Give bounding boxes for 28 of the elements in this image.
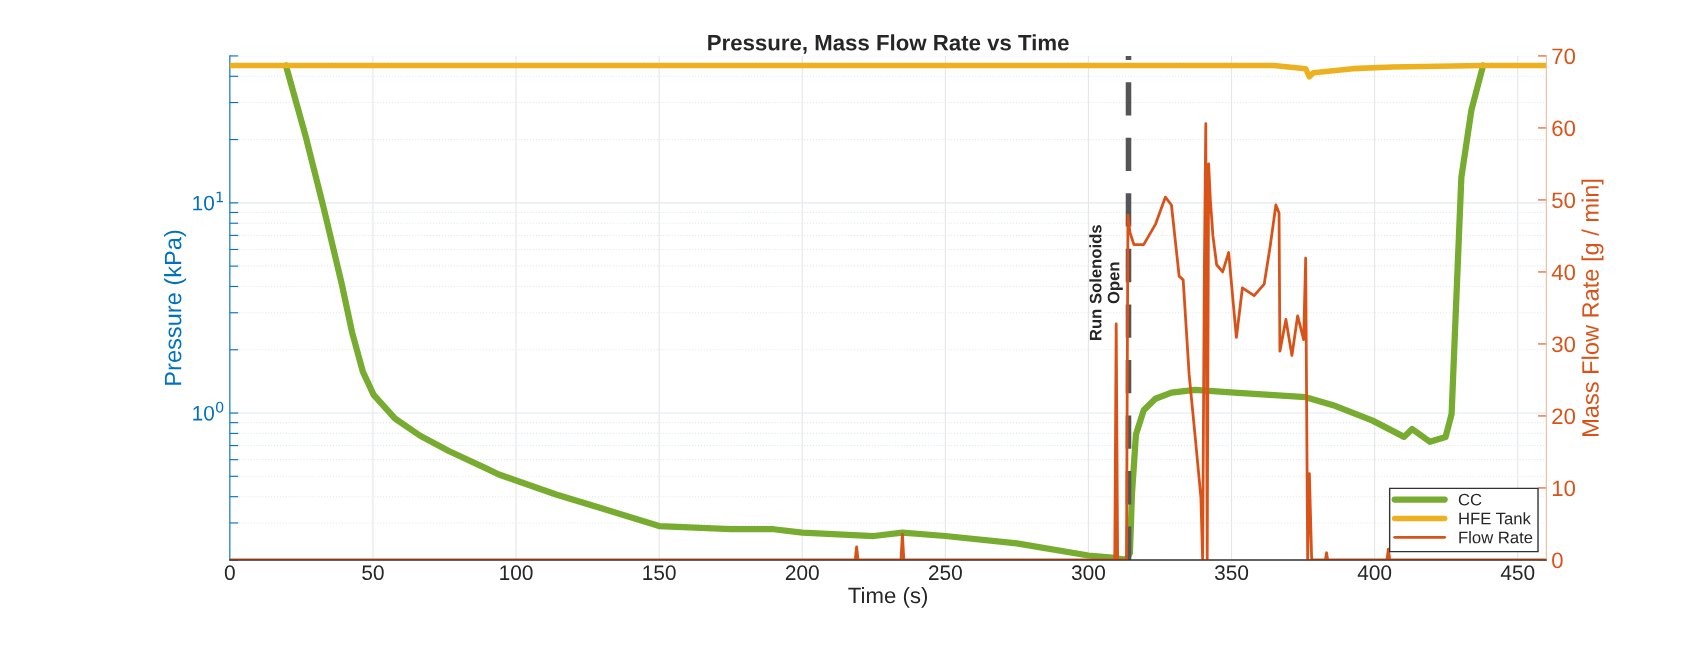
ref-line-label: Run Solenoids Open	[1089, 225, 1123, 340]
x-axis-title: Time (s)	[848, 587, 928, 608]
legend-label: Flow Rate	[1459, 531, 1533, 544]
chart-title: Pressure, Mass Flow Rate vs Time	[708, 34, 1069, 54]
x-tick-label: 100	[500, 565, 533, 581]
legend-label: CC	[1458, 493, 1482, 506]
y2-tick-label: 70	[1552, 48, 1576, 65]
y-tick-label: 10$^{0}$	[193, 401, 224, 421]
x-tick-label: 450	[1500, 565, 1535, 581]
x-tick-label: 200	[785, 565, 819, 581]
x-tick-label: 50	[362, 565, 384, 581]
x-tick-label: 300	[1071, 565, 1105, 581]
y2-tick-label: 50	[1552, 192, 1576, 209]
x-tick-label: 150	[643, 565, 676, 581]
y2-tick-label: 30	[1552, 336, 1576, 353]
y2-axis-title: Mass Flow Rate [g / min]	[1581, 179, 1604, 436]
y2-tick-label: 20	[1552, 408, 1576, 425]
y2-tick-label: 10	[1552, 480, 1576, 497]
x-tick-label: 250	[929, 565, 962, 581]
x-tick-label: 350	[1214, 565, 1249, 581]
y2-tick-label: 60	[1552, 120, 1576, 137]
y2-tick-label: 0	[1552, 552, 1563, 569]
y-tick-label: 10$^{1}$	[193, 191, 223, 211]
y-axis-title: Pressure (kPa)	[164, 230, 187, 385]
y2-tick-label: 40	[1551, 264, 1576, 281]
x-tick-label: 400	[1357, 565, 1392, 581]
x-tick-label: 0	[224, 565, 235, 581]
legend-label: HFE Tank	[1459, 512, 1531, 525]
